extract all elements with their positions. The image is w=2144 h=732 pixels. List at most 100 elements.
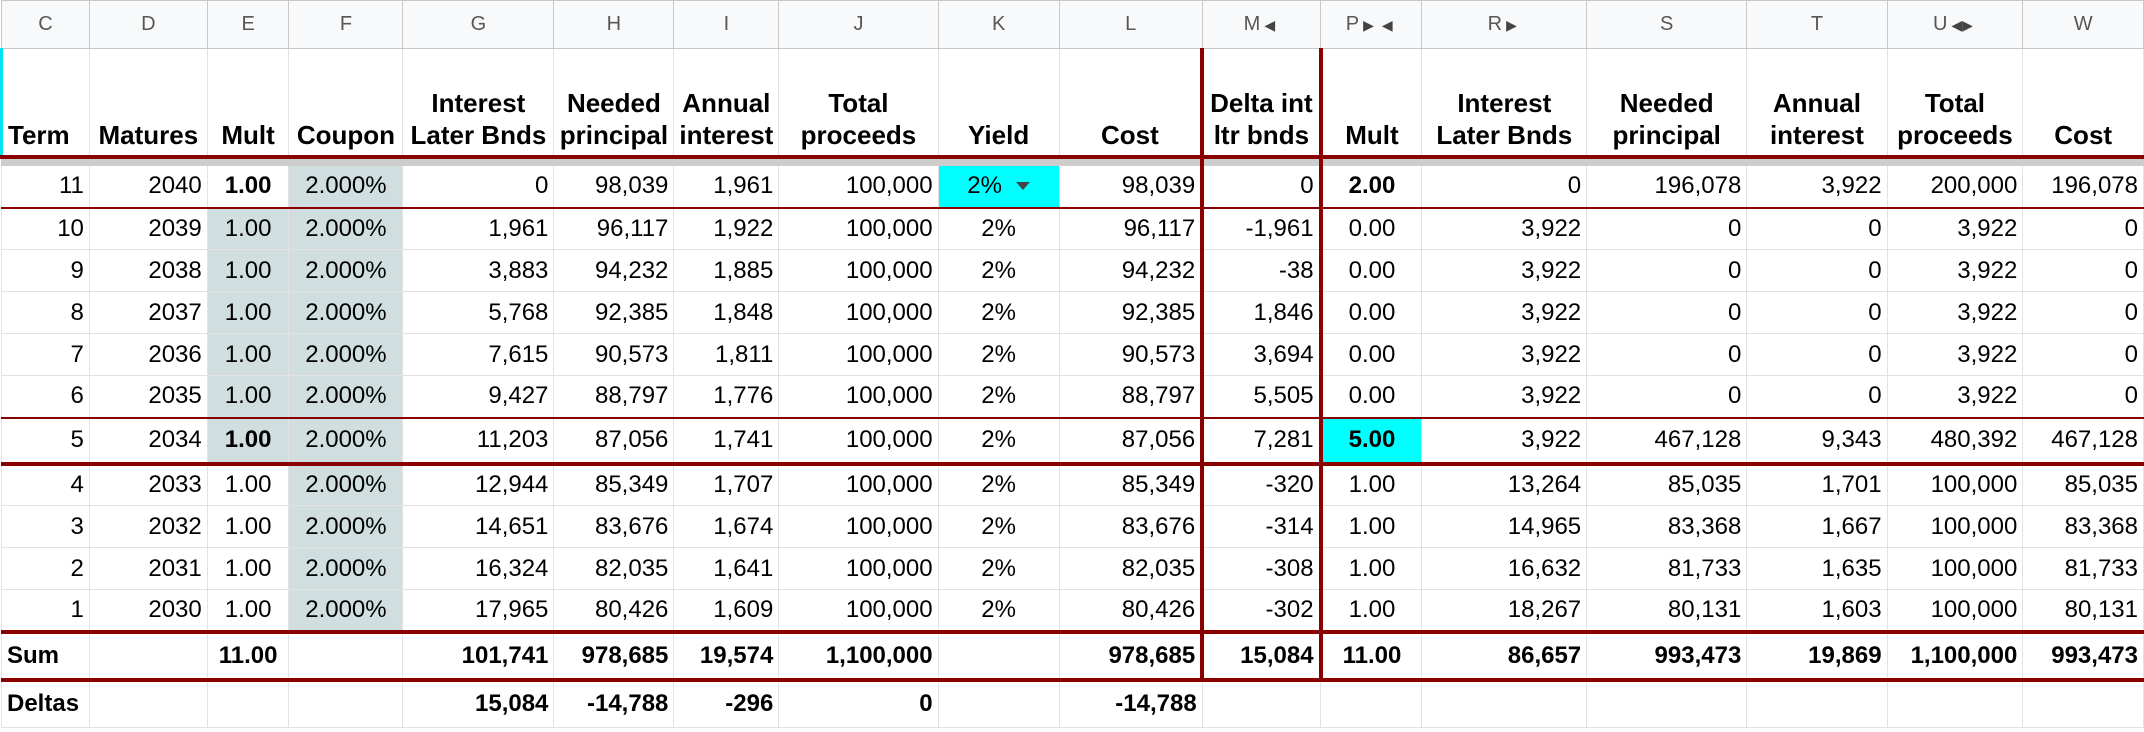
cell-delta[interactable]: -1,961 <box>1200 207 1323 250</box>
cell-total2[interactable]: 100,000 <box>1886 547 2024 590</box>
cell-coupon[interactable]: 2.000% <box>288 589 404 634</box>
deltas-term[interactable]: Deltas <box>1 679 90 728</box>
cell-interest[interactable]: 11,203 <box>402 416 555 466</box>
cell-annual2[interactable]: 0 <box>1746 249 1888 292</box>
cell-annual2[interactable]: 3,922 <box>1746 165 1888 209</box>
cell-delta[interactable]: 0 <box>1200 165 1323 209</box>
sum-total[interactable]: 1,100,000 <box>778 631 939 682</box>
cell-yield[interactable]: 2% <box>937 375 1060 418</box>
cell-total[interactable]: 100,000 <box>778 375 939 418</box>
cell-annual2[interactable]: 0 <box>1746 207 1888 250</box>
header-cost2[interactable]: Cost <box>2022 48 2144 159</box>
header-interest2[interactable]: Interest Later Bnds <box>1421 48 1588 159</box>
cell-needed2[interactable]: 80,131 <box>1586 589 1748 634</box>
header-term[interactable]: Term <box>0 48 90 159</box>
cell-cost2[interactable]: 0 <box>2022 333 2144 376</box>
cell-interest[interactable]: 9,427 <box>402 375 555 418</box>
cell-annual[interactable]: 1,674 <box>673 505 780 548</box>
cell-term[interactable]: 1 <box>1 589 90 634</box>
column-letter-W[interactable]: W <box>2022 0 2144 49</box>
header-yield[interactable]: Yield <box>937 48 1060 159</box>
cell-cost2[interactable]: 0 <box>2022 291 2144 334</box>
cell-term[interactable]: 8 <box>1 291 90 334</box>
header-total[interactable]: Total proceeds <box>778 48 939 159</box>
cell-mult[interactable]: 1.00 <box>206 589 290 634</box>
cell-cost2[interactable]: 0 <box>2022 249 2144 292</box>
cell-annual[interactable]: 1,922 <box>673 207 780 250</box>
cell-total2[interactable]: 100,000 <box>1886 589 2024 634</box>
deltas-total[interactable]: 0 <box>778 679 939 728</box>
column-letter-P[interactable]: P ▶ ◀ <box>1320 0 1423 49</box>
cell-mult2[interactable]: 1.00 <box>1320 589 1423 634</box>
cell-coupon[interactable]: 2.000% <box>288 333 404 376</box>
header-annual[interactable]: Annual interest <box>673 48 780 159</box>
cell-needed[interactable]: 80,426 <box>553 589 675 634</box>
triangle-left-icon[interactable]: ◀ <box>1381 17 1393 33</box>
cell-cost[interactable]: 98,039 <box>1058 165 1203 209</box>
sum-interest2[interactable]: 86,657 <box>1421 631 1588 682</box>
cell-term[interactable]: 3 <box>1 505 90 548</box>
cell-interest[interactable]: 17,965 <box>402 589 555 634</box>
cell-mult[interactable]: 1.00 <box>206 463 290 506</box>
cell-mult2[interactable]: 0.00 <box>1320 333 1423 376</box>
cell-annual2[interactable]: 1,667 <box>1746 505 1888 548</box>
cell-mult2[interactable]: 0.00 <box>1320 291 1423 334</box>
column-letter-L[interactable]: L <box>1058 0 1203 49</box>
cell-delta[interactable]: -38 <box>1200 249 1323 292</box>
cell-needed[interactable]: 88,797 <box>553 375 675 418</box>
cell-total2[interactable]: 3,922 <box>1886 333 2024 376</box>
deltas-annual[interactable]: -296 <box>673 679 780 728</box>
cell-mult[interactable]: 1.00 <box>206 547 290 590</box>
cell-mult[interactable]: 1.00 <box>206 291 290 334</box>
cell-needed2[interactable]: 85,035 <box>1586 463 1748 506</box>
cell-interest2[interactable]: 18,267 <box>1421 589 1588 634</box>
cell-cost[interactable]: 88,797 <box>1058 375 1203 418</box>
cell-annual2[interactable]: 1,701 <box>1746 463 1888 506</box>
sum-annual2[interactable]: 19,869 <box>1746 631 1888 682</box>
deltas-cost[interactable]: -14,788 <box>1058 679 1203 728</box>
sum-cost2[interactable]: 993,473 <box>2022 631 2144 682</box>
cell-yield[interactable]: 2% <box>937 165 1060 209</box>
cell-cost[interactable]: 90,573 <box>1058 333 1203 376</box>
header-needed[interactable]: Needed principal <box>553 48 675 159</box>
cell-needed2[interactable]: 83,368 <box>1586 505 1748 548</box>
column-letter-J[interactable]: J <box>778 0 939 49</box>
sum-yield[interactable] <box>937 631 1060 682</box>
cell-cost2[interactable]: 81,733 <box>2022 547 2144 590</box>
cell-cost2[interactable]: 85,035 <box>2022 463 2144 506</box>
cell-annual[interactable]: 1,641 <box>673 547 780 590</box>
cell-mult2[interactable]: 0.00 <box>1320 207 1423 250</box>
cell-total[interactable]: 100,000 <box>778 207 939 250</box>
cell-cost[interactable]: 96,117 <box>1058 207 1203 250</box>
cell-term[interactable]: 5 <box>1 416 90 466</box>
cell-delta[interactable]: 7,281 <box>1200 416 1323 466</box>
cell-coupon[interactable]: 2.000% <box>288 165 404 209</box>
cell-yield[interactable]: 2% <box>937 547 1060 590</box>
cell-cost2[interactable]: 80,131 <box>2022 589 2144 634</box>
cell-mult2[interactable]: 5.00 <box>1320 416 1423 466</box>
cell-total2[interactable]: 3,922 <box>1886 249 2024 292</box>
cell-delta[interactable]: -302 <box>1200 589 1323 634</box>
header-cost[interactable]: Cost <box>1058 48 1203 159</box>
sum-mult2[interactable]: 11.00 <box>1320 631 1423 682</box>
sum-total2[interactable]: 1,100,000 <box>1886 631 2024 682</box>
cell-matures[interactable]: 2039 <box>88 207 208 250</box>
header-coupon[interactable]: Coupon <box>288 48 404 159</box>
cell-total2[interactable]: 3,922 <box>1886 291 2024 334</box>
deltas-interest[interactable]: 15,084 <box>402 679 555 728</box>
cell-annual2[interactable]: 1,603 <box>1746 589 1888 634</box>
cell-interest2[interactable]: 3,922 <box>1421 333 1588 376</box>
cell-cost[interactable]: 83,676 <box>1058 505 1203 548</box>
cell-total[interactable]: 100,000 <box>778 165 939 209</box>
header-needed2[interactable]: Needed principal <box>1586 48 1748 159</box>
cell-total2[interactable]: 3,922 <box>1886 375 2024 418</box>
cell-mult[interactable]: 1.00 <box>206 207 290 250</box>
sum-matures[interactable] <box>88 631 208 682</box>
cell-matures[interactable]: 2034 <box>88 416 208 466</box>
cell-interest2[interactable]: 3,922 <box>1421 249 1588 292</box>
cell-total2[interactable]: 3,922 <box>1886 207 2024 250</box>
cell-term[interactable]: 2 <box>1 547 90 590</box>
cell-interest2[interactable]: 14,965 <box>1421 505 1588 548</box>
triangle-left-icon[interactable]: ◀ <box>1264 17 1276 33</box>
cell-annual2[interactable]: 9,343 <box>1746 416 1888 466</box>
